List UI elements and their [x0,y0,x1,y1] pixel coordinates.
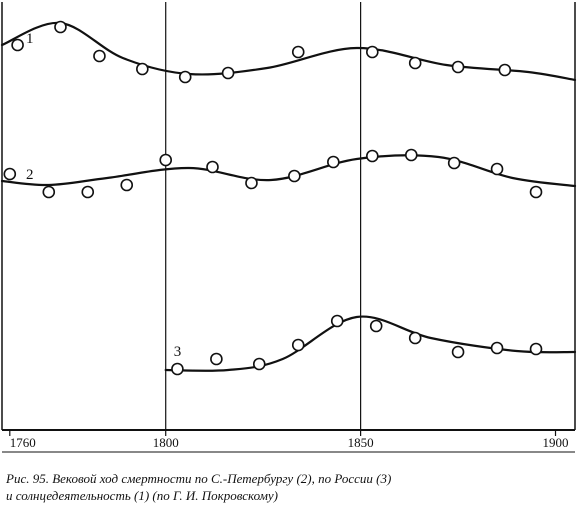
series-3-point-3 [291,338,305,352]
series-1-label: 1 [26,31,34,47]
series-2-point-5 [206,160,219,174]
x-tick-label-1800: 1800 [153,435,179,450]
series-1-curve [0,21,577,82]
series-2-point-6 [245,176,258,190]
vertical-gridlines [165,2,362,430]
series-1-point-7 [366,45,379,59]
series-2-point-4 [159,153,173,167]
series-3-point-9 [529,342,543,356]
series-curves [0,21,577,372]
caption-line-2: и солнцедеятельность (1) (по Г. И. Покро… [6,488,278,503]
series-1-point-4 [178,70,192,84]
series-2-point-9 [366,149,379,163]
series-3-point-5 [369,319,383,333]
series-labels: 1 2 3 [26,31,181,360]
series-1-point-8 [408,56,422,70]
series-2-point-7 [288,169,301,183]
series-3-curve [164,315,577,372]
series-3-point-8 [490,341,504,355]
series-1-point-9 [451,60,465,74]
series-3-point-1 [210,352,223,366]
series-2-point-1 [42,185,56,199]
series-1-point-10 [498,63,512,77]
series-3-point-4 [330,314,344,328]
series-3-label: 3 [174,344,182,360]
figure-caption: Рис. 95. Вековой ход смертности по С.-Пе… [6,470,572,504]
x-tick-label-1850: 1850 [348,435,374,450]
series-2-point-12 [490,162,504,176]
series-2-point-11 [447,156,461,170]
series-1-point-2 [93,49,106,63]
series-3-point-6 [408,331,422,345]
series-1-point-6 [291,45,305,59]
series-2-curve [0,154,577,188]
series-3-point-7 [451,345,465,359]
series-1-point-5 [221,66,235,80]
series-2-point-10 [404,148,418,162]
series-1-point-1 [54,20,67,34]
series-2-point-3 [120,178,134,192]
x-tick-label-1760: 1760 [10,435,36,450]
series-2-label: 2 [26,167,34,183]
series-3-point-0 [171,362,184,376]
series-2-point-0 [3,167,17,181]
caption-line-1: Рис. 95. Вековой ход смертности по С.-Пе… [6,471,392,486]
chart-frame [1,2,576,453]
series-2-point-8 [327,155,340,169]
x-axis-ticks: 1760 1800 1850 1900 [9,430,569,450]
series-3-point-2 [252,357,266,371]
series-2-point-2 [81,185,95,199]
data-points [3,20,543,376]
series-2-point-13 [529,185,543,199]
series-1-point-3 [136,62,149,76]
series-1-point-0 [11,38,24,52]
x-tick-label-1900: 1900 [543,435,569,450]
